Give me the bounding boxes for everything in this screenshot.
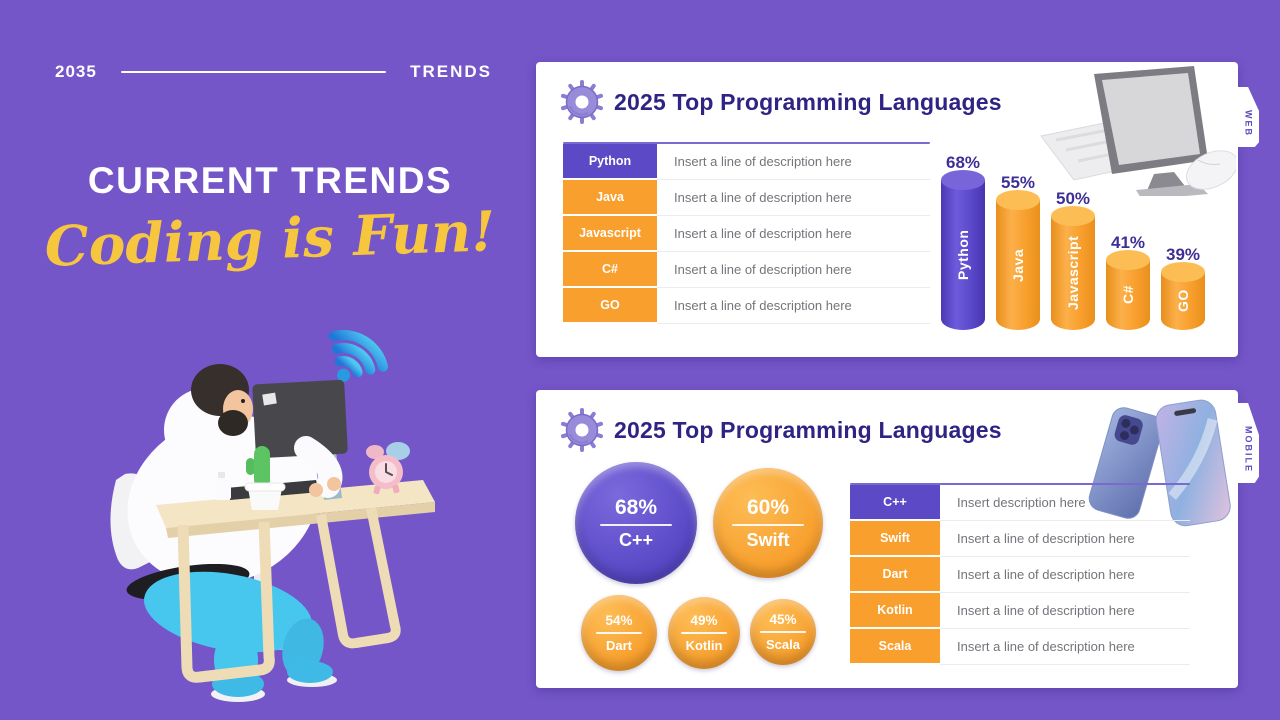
alarm-clock-icon (366, 442, 410, 495)
table-top-line (563, 142, 930, 144)
header-brand: TRENDS (410, 62, 492, 81)
bubble-kotlin: 49% Kotlin (668, 597, 740, 669)
sanitizer-bottle (215, 472, 231, 500)
table-row: Scala Insert a line of description here (850, 629, 1190, 665)
table-row: C# Insert a line of description here (563, 252, 930, 288)
row-label: Python (563, 144, 657, 180)
row-label: GO (563, 288, 657, 324)
row-label: Javascript (563, 216, 657, 252)
row-description: Insert a line of description here (657, 252, 930, 288)
bar-chart: 68% Python 55% Java 50% Javascript 41% C… (536, 62, 1238, 357)
mobile-languages-card: 2025 Top Programming Languages MOBILE 68… (536, 390, 1259, 688)
card-title: 2025 Top Programming Languages (614, 88, 1002, 115)
bar-value: 55% (1000, 173, 1036, 192)
row-description: Insert a line of description here (657, 288, 930, 324)
gear-icon (560, 408, 604, 452)
bar-value: 50% (1055, 189, 1091, 208)
row-description: Insert a line of description here (940, 521, 1190, 557)
row-label: C# (563, 252, 657, 288)
bar-python: 68% Python (941, 153, 985, 330)
bar-java: 55% Java (996, 173, 1040, 330)
wifi-icon (328, 330, 388, 382)
table-row: GO Insert a line of description here (563, 288, 930, 324)
bubble-cpp: 68% C++ (575, 462, 697, 584)
row-label: Swift (850, 521, 940, 557)
table-row: Swift Insert a line of description here (850, 521, 1190, 557)
bar-value: 68% (945, 153, 981, 172)
bubble-scala: 45% Scala (750, 599, 816, 665)
table-row: Python Insert a line of description here (563, 144, 930, 180)
row-description: Insert a line of description here (657, 180, 930, 216)
card-title: 2025 Top Programming Languages (614, 416, 1002, 443)
table-row: C++ Insert description here (850, 485, 1190, 521)
mobile-tab: MOBILE (1238, 403, 1259, 483)
bar-value: 41% (1110, 233, 1146, 252)
bar-javascript: 50% Javascript (1051, 189, 1095, 330)
cactus (244, 446, 286, 510)
web-languages-card: 2025 Top Programming Languages WEB Pytho… (536, 62, 1259, 357)
header-year: 2035 (55, 62, 97, 81)
bar-value: 39% (1165, 245, 1201, 264)
slide-header: 2035 TRENDS (55, 62, 492, 82)
row-description: Insert a line of description here (940, 557, 1190, 593)
bar-go: 39% GO (1161, 245, 1205, 330)
row-description: Insert a line of description here (940, 629, 1190, 665)
row-description: Insert a line of description here (940, 593, 1190, 629)
arm (294, 436, 343, 498)
gear-icon (560, 80, 604, 124)
page-subtitle: Coding is Fun! (43, 198, 497, 279)
row-label: C++ (850, 485, 940, 521)
row-label: Dart (850, 557, 940, 593)
bar-csharp: 41% C# (1106, 233, 1150, 330)
web-language-table: Python Insert a line of description here… (563, 142, 930, 324)
desk (156, 480, 435, 683)
row-description: Insert a line of description here (657, 144, 930, 180)
desktop-computer-icon (1040, 66, 1236, 196)
table-top-line (850, 483, 1190, 485)
bubble-swift: 60% Swift (713, 468, 823, 578)
web-tab: WEB (1238, 87, 1259, 147)
bubble-dart: 54% Dart (581, 595, 657, 671)
row-label: Java (563, 180, 657, 216)
table-row: Java Insert a line of description here (563, 180, 930, 216)
row-label: Kotlin (850, 593, 940, 629)
row-label: Scala (850, 629, 940, 665)
table-row: Dart Insert a line of description here (850, 557, 1190, 593)
person-at-desk-illustration (110, 330, 435, 702)
page-title: CURRENT TRENDS (87, 160, 453, 201)
mobile-language-table: C++ Insert description here Swift Insert… (850, 483, 1190, 665)
smartphones-icon (1088, 399, 1231, 527)
row-description: Insert description here (940, 485, 1190, 521)
header-divider-line (120, 71, 387, 73)
table-row: Javascript Insert a line of description … (563, 216, 930, 252)
row-description: Insert a line of description here (657, 216, 930, 252)
table-row: Kotlin Insert a line of description here (850, 593, 1190, 629)
